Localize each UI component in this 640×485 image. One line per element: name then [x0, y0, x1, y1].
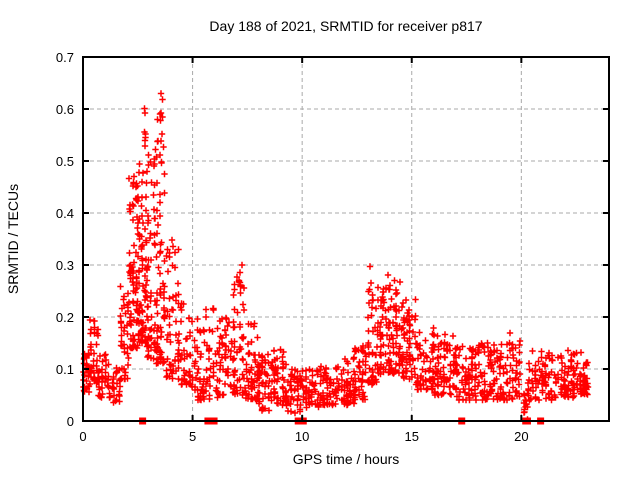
chart-title: Day 188 of 2021, SRMTID for receiver p81…: [209, 18, 482, 34]
y-tick-label: 0.5: [56, 154, 74, 169]
y-axis-label: SRMTID / TECUs: [5, 184, 21, 294]
y-tick-label: 0.1: [56, 362, 74, 377]
y-tick-label: 0.2: [56, 310, 74, 325]
x-tick-label: 15: [405, 429, 419, 444]
y-tick-label: 0: [67, 414, 74, 429]
y-tick-label: 0.6: [56, 102, 74, 117]
y-tick-label: 0.3: [56, 258, 74, 273]
x-tick-label: 5: [189, 429, 196, 444]
x-tick-label: 0: [79, 429, 86, 444]
y-tick-label: 0.7: [56, 50, 74, 65]
x-tick-label: 10: [295, 429, 309, 444]
plot-border: [82, 56, 610, 422]
scatter-points-path: [80, 90, 592, 423]
axes-layer: 0 5 10 15 20 0 0.1 0.2 0.3 0.4 0.5 0.6 0.7: [56, 50, 610, 444]
x-axis-label: GPS time / hours: [293, 451, 400, 467]
y-tick-label: 0.4: [56, 206, 74, 221]
scatter-points: [80, 90, 592, 425]
x-tick-label: 20: [514, 429, 528, 444]
